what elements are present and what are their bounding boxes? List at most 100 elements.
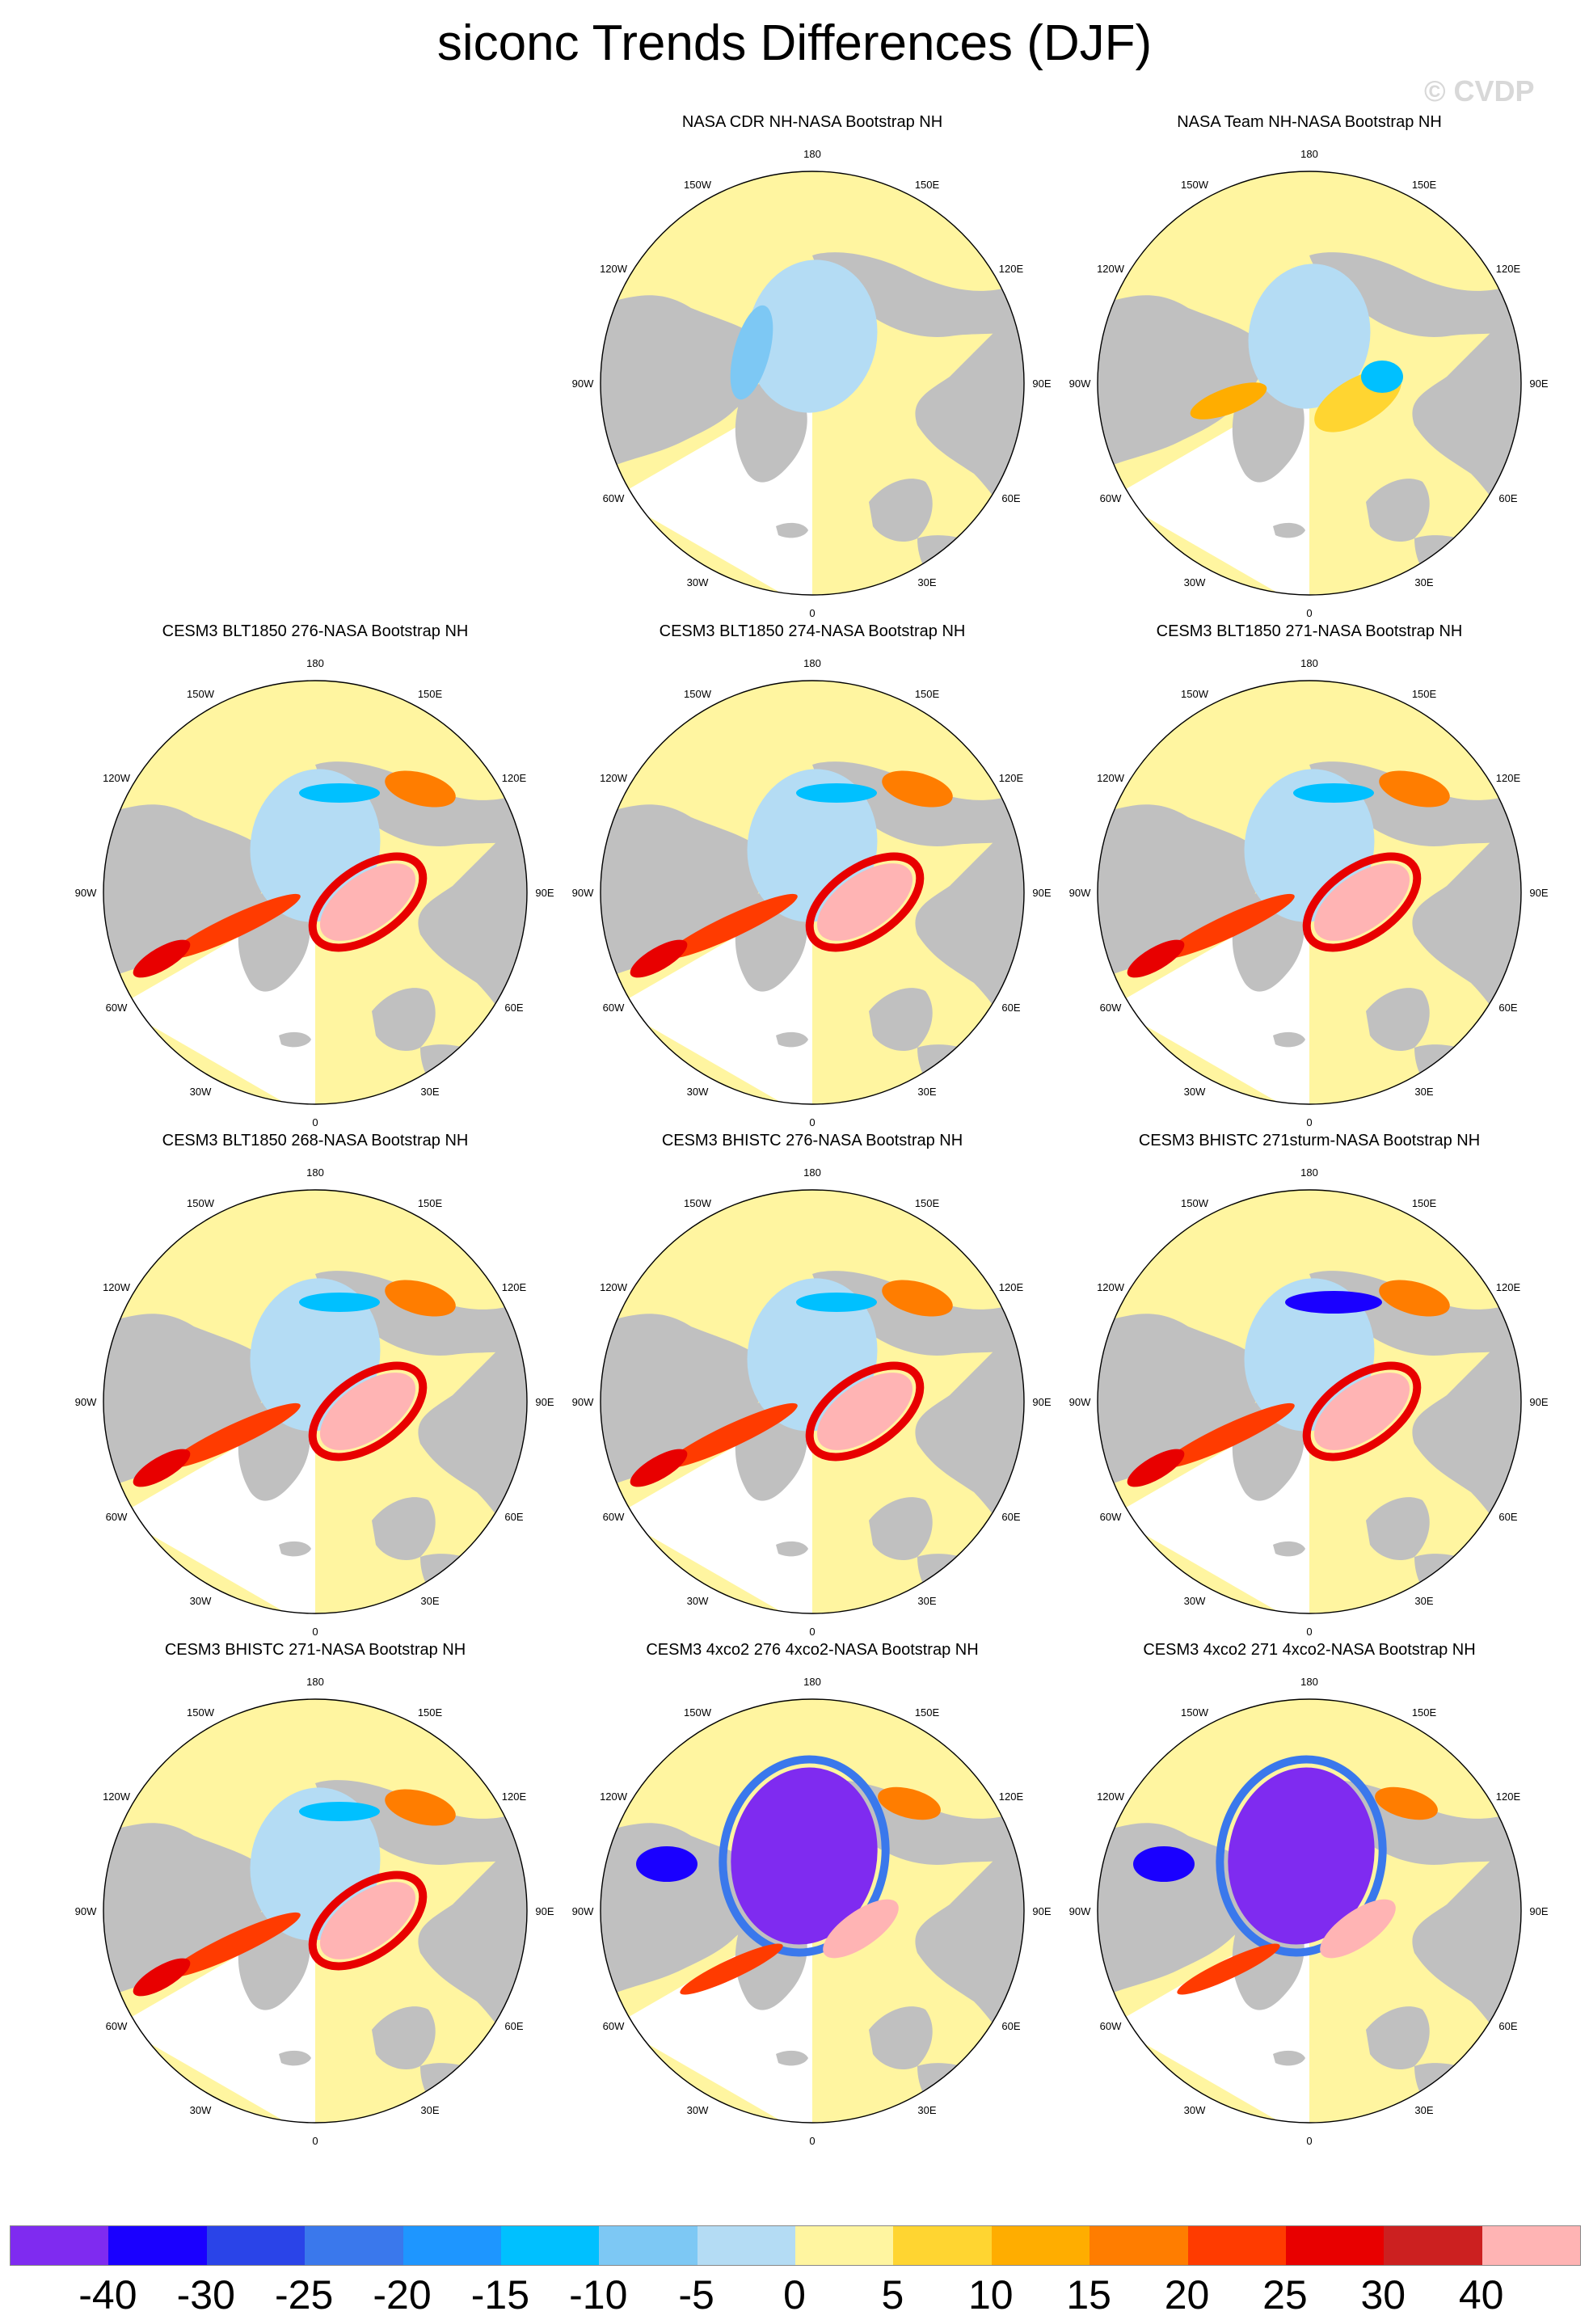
colorbar-tick-label: -5 [678, 2272, 714, 2318]
longitude-label: 30E [420, 2104, 439, 2116]
panel-title: NASA CDR NH-NASA Bootstrap NH [681, 113, 943, 131]
longitude-label: 60W [1100, 1511, 1122, 1523]
longitude-label: 180 [1300, 1166, 1318, 1179]
land-scandinavia [1366, 479, 1430, 542]
map-boundary [1097, 1189, 1522, 1614]
longitude-label: 90E [1529, 1396, 1548, 1408]
longitude-label: 60E [504, 1511, 523, 1523]
land-north-america [601, 295, 772, 466]
map-panel: CESM3 4xco2 271 4xco2-NASA Bootstrap NH 1… [1067, 1641, 1552, 2158]
longitude-label: 30E [1414, 1595, 1433, 1607]
longitude-label: 180 [803, 1676, 821, 1688]
anomaly-barents-edge [308, 1361, 428, 1461]
land-iceland [776, 1541, 808, 1557]
longitude-label: 150W [684, 688, 712, 700]
land-greenland [1232, 382, 1304, 483]
land-scandinavia [372, 2006, 436, 2070]
longitude-label: 0 [312, 1116, 318, 1128]
longitude-label: 30E [1414, 576, 1433, 588]
longitude-label: 30W [687, 1595, 709, 1607]
land-scandinavia [372, 988, 436, 1052]
colorbar-tick-label: 40 [1458, 2272, 1504, 2318]
colorbar-tick-label: 10 [967, 2272, 1014, 2318]
longitude-label: 90E [1032, 1905, 1051, 1917]
longitude-label: 90E [1529, 887, 1548, 899]
polar-map: 180 150E 120E 90E 60E 30E 0 30W 60W 90W 120W 150W [572, 657, 1052, 1128]
land-north-america [601, 804, 772, 975]
longitude-label: 30W [1184, 1595, 1206, 1607]
anomaly-okhotsk [1379, 770, 1450, 808]
longitude-label: 150W [684, 179, 712, 191]
panel-title: CESM3 BHISTC 271sturm-NASA Bootstrap NH [1138, 1132, 1481, 1149]
anomaly-labrador [680, 1943, 783, 1995]
longitude-label: 60W [603, 1511, 625, 1523]
longitude-label: 0 [1306, 607, 1312, 619]
polar-map: 180 150E 120E 90E 60E 30E 0 30W 60W 90W 120W 150W [572, 1676, 1052, 2147]
map-panel: CESM3 4xco2 276 4xco2-NASA Bootstrap NH 1… [570, 1641, 1055, 2158]
map-boundary [600, 171, 1025, 596]
longitude-label: 30W [687, 2104, 709, 2116]
land-north-america [103, 1823, 275, 1993]
longitude-label: 120W [1097, 1281, 1125, 1293]
anomaly-hudson [133, 1449, 191, 1487]
longitude-label: 180 [803, 657, 821, 669]
anomaly-okhotsk [385, 770, 456, 808]
longitude-label: 60W [603, 2020, 625, 2032]
polar-map: 180 150E 120E 90E 60E 30E 0 30W 60W 90W 120W 150W [1069, 1676, 1549, 2147]
longitude-label: 120E [502, 772, 527, 784]
longitude-label: 90W [1069, 377, 1091, 390]
anomaly-okhotsk [385, 1789, 456, 1826]
colorbar-swatch [500, 2226, 600, 2265]
longitude-label: 90E [1032, 887, 1051, 899]
land-scandinavia [869, 988, 933, 1052]
longitude-label: 90E [1032, 377, 1051, 390]
longitude-label: 90W [572, 887, 594, 899]
colorbar-swatch [305, 2226, 403, 2265]
polar-map: 180 150E 120E 90E 60E 30E 0 30W 60W 90W 120W 150W [572, 148, 1052, 619]
land-north-america [1098, 804, 1269, 975]
longitude-label: 90W [572, 377, 594, 390]
longitude-label: 60E [1001, 492, 1020, 504]
colorbar-tick-label: -25 [274, 2272, 334, 2318]
polar-map: 180 150E 120E 90E 60E 30E 0 30W 60W 90W 120W 150W [75, 1166, 554, 1638]
longitude-label: 120E [999, 772, 1024, 784]
longitude-label: 120W [600, 1790, 628, 1803]
longitude-label: 120E [1496, 772, 1521, 784]
longitude-label: 120E [502, 1281, 527, 1293]
land-north-america [103, 804, 275, 975]
land-siberia-coast [1309, 252, 1521, 337]
anomaly-kara [1361, 361, 1403, 393]
land-iceland [279, 1541, 311, 1557]
longitude-label: 0 [809, 607, 815, 619]
longitude-label: 0 [1306, 1626, 1312, 1638]
colorbar-swatch [991, 2226, 1090, 2265]
panel-title: CESM3 BHISTC 276-NASA Bootstrap NH [661, 1132, 963, 1149]
map-boundary [103, 680, 528, 1105]
anomaly-bering-negative [299, 1293, 380, 1312]
colorbar-swatch [108, 2226, 207, 2265]
longitude-label: 120W [1097, 263, 1125, 275]
land-scandinavia [372, 1497, 436, 1561]
colorbar-tick-label: -15 [470, 2272, 530, 2318]
colorbar-swatch [11, 2226, 109, 2265]
anomaly-barents [823, 1899, 899, 1959]
anomaly-barents-edge [308, 1871, 428, 1971]
longitude-label: 0 [809, 1116, 815, 1128]
land-iceland [279, 1031, 311, 1048]
land-iceland [1273, 522, 1305, 538]
map-panel: CESM3 BLT1850 268-NASA Bootstrap NH 180 15… [73, 1132, 558, 1649]
longitude-label: 90E [1529, 1905, 1548, 1917]
longitude-label: 120W [103, 1790, 131, 1803]
map-boundary [103, 1189, 528, 1614]
colorbar-swatch [1285, 2226, 1385, 2265]
longitude-label: 0 [1306, 1116, 1312, 1128]
longitude-label: 90W [75, 887, 97, 899]
longitude-label: 30E [1414, 2104, 1433, 2116]
longitude-label: 120W [600, 1281, 628, 1293]
polar-map: 180 150E 120E 90E 60E 30E 0 30W 60W 90W 120W 150W [572, 1166, 1052, 1638]
longitude-label: 30E [1414, 1086, 1433, 1098]
panel-title: CESM3 BHISTC 271-NASA Bootstrap NH [164, 1641, 466, 1659]
anomaly-okhotsk [878, 1786, 941, 1820]
longitude-label: 60E [504, 1002, 523, 1014]
longitude-label: 120E [1496, 1281, 1521, 1293]
